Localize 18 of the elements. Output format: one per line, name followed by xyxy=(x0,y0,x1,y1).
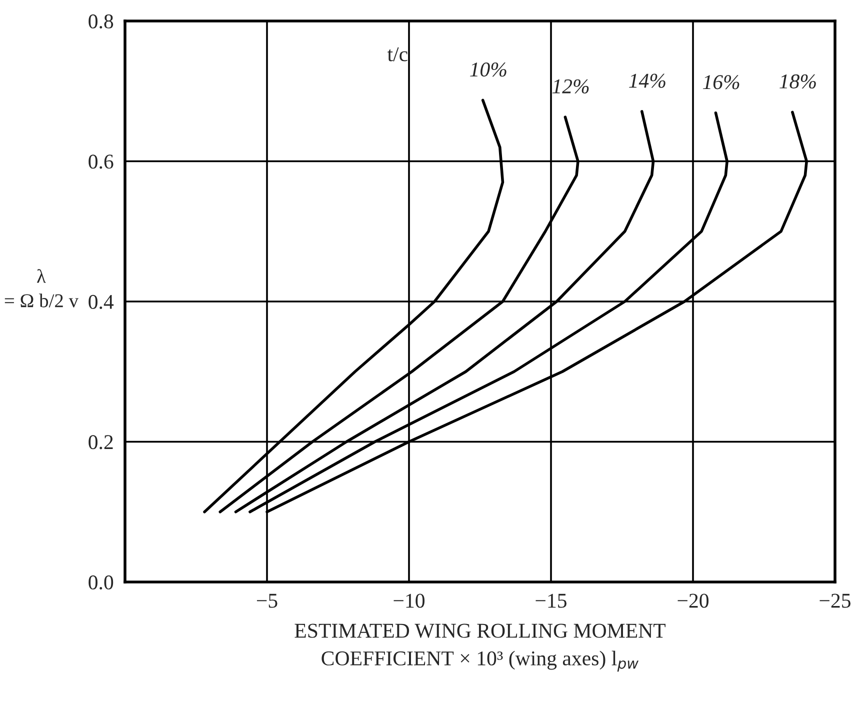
series-label: 18% xyxy=(780,74,816,89)
series-label: 16% xyxy=(702,75,740,90)
legend-title: t/c xyxy=(387,47,408,62)
series-label: 14% xyxy=(629,74,666,88)
x-tick-label: −5 xyxy=(256,594,278,608)
y-tick-label: 0.0 xyxy=(88,575,114,590)
x-tick-label: −10 xyxy=(394,594,424,608)
y-axis-title: λ = Ω b/2 v xyxy=(4,269,79,308)
x-tick-label: −15 xyxy=(536,594,566,608)
series-label: 10% xyxy=(470,62,506,77)
x-axis-title: ESTIMATED WING ROLLING MOMENT COEFFICIENT × 10³ (wing axes) l$_{pw}$ xyxy=(294,624,666,672)
y-tick-label: 0.8 xyxy=(88,14,114,29)
y-tick-label: 0.2 xyxy=(88,435,113,450)
y-tick-label: 0.6 xyxy=(88,154,114,169)
x-tick-label: −25 xyxy=(820,594,850,608)
y-tick-label: 0.4 xyxy=(88,294,114,310)
x-tick-label: −20 xyxy=(678,594,708,608)
series-label: 12% xyxy=(552,79,589,94)
